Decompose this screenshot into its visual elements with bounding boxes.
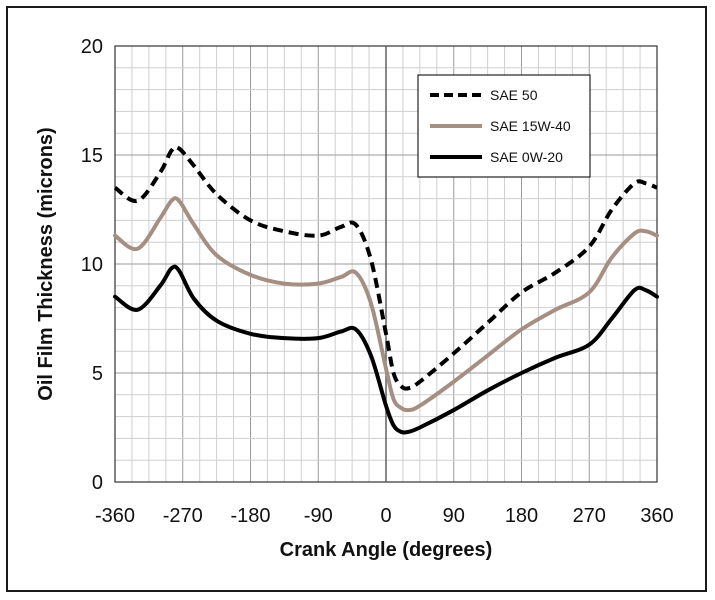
y-tick-labels: 0 5 10 15 20 (81, 36, 103, 494)
series-line-sae-0w-20 (113, 264, 659, 435)
y-tick-label: 0 (92, 472, 103, 494)
y-axis-title: Oil Film Thickness (microns) (35, 127, 57, 400)
legend-label: SAE 15W-40 (490, 118, 571, 134)
x-tick-label: 180 (505, 505, 538, 527)
x-tick-label: -360 (95, 505, 135, 527)
y-tick-label: 5 (92, 363, 103, 385)
x-tick-label: 90 (443, 505, 465, 527)
y-tick-label: 15 (81, 145, 103, 167)
legend-label: SAE 0W-20 (490, 149, 563, 165)
legend: SAE 50 SAE 15W-40 SAE 0W-20 (417, 74, 591, 178)
x-tick-label: 360 (640, 505, 673, 527)
legend-label: SAE 50 (490, 87, 538, 103)
series-line-sae-15w-40 (113, 196, 659, 413)
x-tick-label: 270 (573, 505, 606, 527)
y-tick-label: 20 (81, 36, 103, 58)
x-tick-labels: -360 -270 -180 -90 0 90 180 270 360 (95, 505, 674, 527)
y-tick-label: 10 (81, 254, 103, 276)
x-tick-label: -270 (163, 505, 203, 527)
x-axis-title: Crank Angle (degrees) (280, 539, 493, 561)
x-tick-label: -90 (304, 505, 333, 527)
x-tick-label: 0 (380, 505, 391, 527)
x-tick-label: -180 (230, 505, 270, 527)
series-line-sae-50 (113, 145, 658, 391)
series-lines (113, 145, 659, 435)
